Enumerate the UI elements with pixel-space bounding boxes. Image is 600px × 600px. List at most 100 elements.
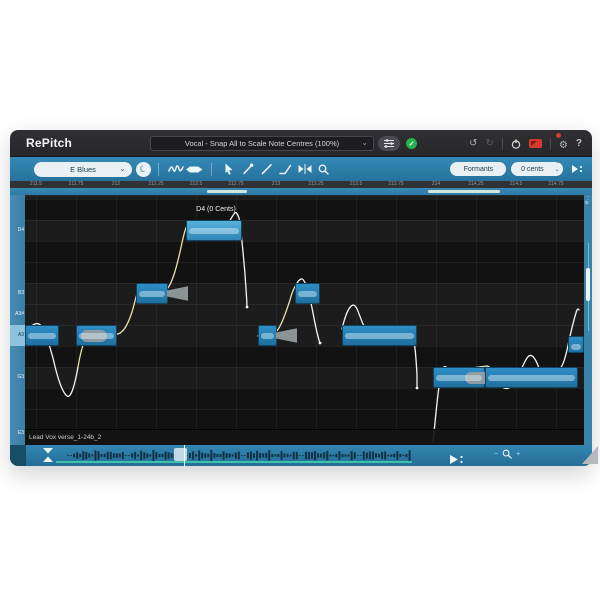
track-band: Lead Vox verse_1-24b_2 (25, 429, 584, 445)
ruler-tick-label: 212.75 (228, 181, 244, 187)
note-block-a3[interactable] (76, 325, 117, 346)
collapse-bowtie-icon[interactable] (42, 448, 54, 466)
elbow-line-tool-button[interactable] (276, 160, 295, 178)
note-block-a3[interactable] (342, 325, 417, 346)
grid-vline (196, 195, 197, 445)
vertical-scrollbar-strip: ⁚ 🔍 (584, 195, 592, 445)
key-label-d4: D4 (17, 227, 24, 233)
key-label-a3: A3 (17, 332, 24, 338)
preset-settings-button[interactable] (378, 136, 400, 151)
stepper-arrows-icon[interactable]: ⌃ ⌄ (554, 162, 560, 173)
scale-dropdown-label: E Blues (70, 164, 96, 174)
zoom-out-icon[interactable]: − (494, 450, 499, 458)
chevron-down-icon: ⌄ (119, 163, 126, 173)
magnifier-icon (318, 164, 329, 175)
horizontal-scrollbar[interactable] (10, 188, 592, 195)
zoom-tool-button[interactable] (314, 160, 333, 178)
grid-vline (276, 195, 277, 445)
pitch-row-g#3 (25, 346, 584, 367)
overview-level-line (56, 461, 412, 463)
time-ruler[interactable]: 211.5 211.75 212 212.25 212.5 212.75 213 213.25… (10, 181, 592, 188)
note-block-b3[interactable] (136, 283, 188, 304)
notification-dot (555, 132, 561, 138)
note-block-b3[interactable] (295, 283, 320, 304)
note-block-d4[interactable] (186, 220, 242, 241)
ruler-tick-label: 213.5 (349, 181, 363, 187)
marker-flag-button[interactable] (572, 165, 582, 173)
pitch-pen-tool-button[interactable] (238, 160, 257, 178)
grid-vline (556, 195, 557, 445)
formants-button[interactable]: Formants (450, 162, 507, 176)
undo-button[interactable]: ↺ (469, 137, 478, 149)
scale-dropdown[interactable]: E Blues ⌄ (34, 161, 132, 177)
pitch-row-f#3 (25, 388, 584, 409)
settings-button[interactable]: ⚙ (555, 132, 568, 153)
key-highlight-a3 (10, 325, 25, 346)
compare-bypass-button[interactable] (528, 139, 542, 148)
help-button[interactable]: ? (575, 138, 582, 149)
toolbar-right-group: Formants 0 cents ⌃ ⌄ (450, 162, 582, 176)
grid-vline (36, 195, 37, 445)
note-block-a3[interactable] (568, 336, 584, 353)
ruler-tick-label: 213 (271, 181, 281, 187)
transition-handle[interactable] (276, 328, 297, 343)
pitch-row-a3 (25, 325, 584, 346)
grid-vline (436, 195, 437, 445)
pitch-curve (25, 211, 580, 443)
grid-vline (76, 195, 77, 445)
cents-stepper[interactable]: 0 cents ⌃ ⌄ (511, 162, 564, 176)
toolbar: E Blues ⌄ ☾ (10, 157, 592, 181)
split-tool-button[interactable] (295, 160, 314, 178)
note-blocks-view-button[interactable] (185, 160, 204, 178)
key-label-e3: E3 (17, 430, 24, 436)
titlebar: RePitch Vocal - Snap All to Scale Note C… (10, 130, 592, 157)
grid-vline (476, 195, 477, 445)
snap-toggle-button[interactable]: ☾ (134, 159, 153, 179)
preset-dropdown-label: Vocal - Snap All to Scale Note Centres (… (184, 139, 340, 148)
divider (158, 162, 159, 176)
vertical-zoom-icon[interactable]: ⁚ 🔍 (584, 196, 592, 207)
playhead-handle[interactable] (174, 448, 187, 461)
transition-handle[interactable] (167, 286, 188, 301)
note-block-a3[interactable] (258, 325, 297, 346)
overview-content-segment (428, 190, 500, 193)
pitch-editor: D4 B3 A3# A3 G3 E3 D4 (0 Cents) Lead Vox vers… (10, 195, 592, 445)
pitch-row-f3 (25, 409, 584, 430)
pitch-row-e4 (25, 195, 584, 199)
formant-handle[interactable] (81, 330, 107, 342)
waveform-overview[interactable] (10, 445, 430, 466)
pointer-tool-button[interactable] (219, 160, 238, 178)
ruler-tick-label: 214.5 (509, 181, 523, 187)
power-button[interactable] (511, 138, 521, 149)
redo-button[interactable]: ↻ (485, 137, 494, 149)
repitch-window: RePitch Vocal - Snap All to Scale Note C… (10, 130, 592, 466)
pitch-trace-view-button[interactable] (166, 160, 185, 178)
overview-zoom-control[interactable]: − + (494, 449, 520, 459)
line-tool-button[interactable] (257, 160, 276, 178)
note-block-g3[interactable] (433, 367, 493, 388)
grid-vline (516, 195, 517, 445)
preset-dropdown[interactable]: Vocal - Snap All to Scale Note Centres (… (150, 136, 374, 151)
zoom-in-icon[interactable]: + (516, 450, 521, 458)
pitch-row-a#3 (25, 304, 584, 325)
grid-vline (116, 195, 117, 445)
ruler-tick-label: 214 (431, 181, 441, 187)
divider (549, 137, 551, 150)
active-note-label: D4 (0 Cents) (196, 206, 236, 213)
vertical-scrollbar-thumb[interactable] (586, 268, 590, 301)
note-block-a3[interactable] (25, 325, 59, 346)
note-grid[interactable]: D4 (0 Cents) Lead Vox verse_1-24b_2 (25, 195, 584, 445)
chevron-down-icon: ⌄ (361, 138, 368, 147)
key-label-b3: B3 (17, 290, 24, 296)
ruler-tick-label: 214.75 (548, 181, 564, 187)
corner-line-icon (279, 164, 292, 175)
grid-vline (356, 195, 357, 445)
key-label-a3s: A3# (15, 311, 24, 317)
grid-vline (156, 195, 157, 445)
note-block-g3[interactable] (485, 367, 578, 388)
overview-flag-button[interactable] (450, 451, 464, 466)
window-resize-grip[interactable] (582, 446, 598, 464)
ruler-tick-label: 211.75 (68, 181, 84, 187)
pitch-key-strip[interactable]: D4 B3 A3# A3 G3 E3 (10, 195, 25, 445)
